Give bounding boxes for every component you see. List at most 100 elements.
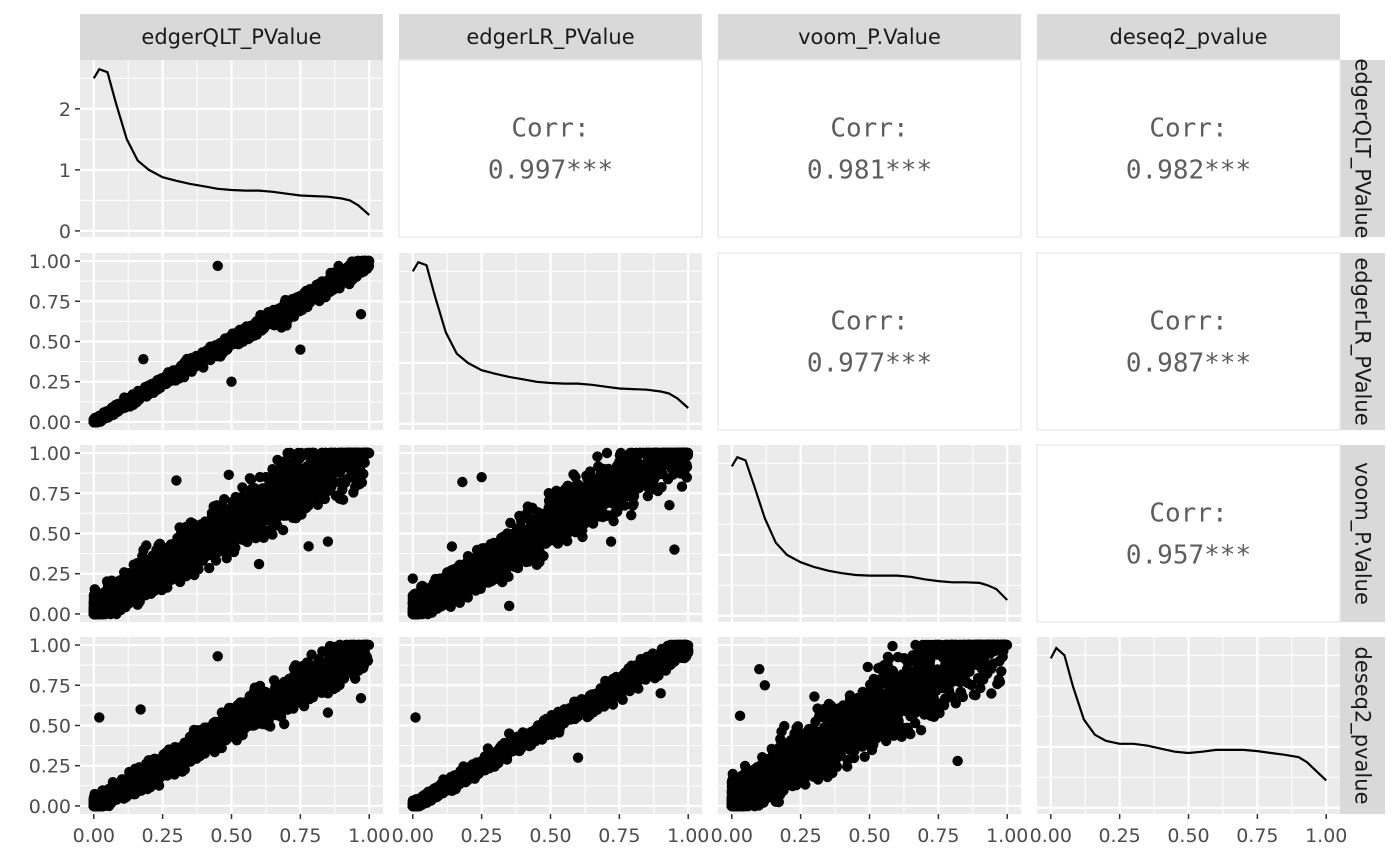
scatter-point xyxy=(200,354,212,365)
scatter-point xyxy=(194,523,205,534)
scatter-point xyxy=(180,521,192,533)
scatter-point xyxy=(93,412,104,424)
corr-panel xyxy=(717,252,1022,431)
scatter-point xyxy=(119,595,131,607)
scatter-point xyxy=(174,575,186,587)
column-strip xyxy=(1037,14,1340,60)
column-strip-label: edgerLR_PValue xyxy=(466,25,634,50)
column-strip xyxy=(399,14,702,60)
scatter-point xyxy=(189,569,200,581)
column-strip xyxy=(80,14,383,60)
scatter-point xyxy=(210,511,221,522)
scatter-point xyxy=(333,463,344,475)
scatter-point xyxy=(362,447,373,459)
row-strip xyxy=(1340,253,1385,430)
scatter-point xyxy=(285,483,297,494)
scatter-point xyxy=(142,384,153,396)
scatter-point xyxy=(132,599,143,610)
row-strip-label: edgerQLT_PValue xyxy=(1350,58,1375,238)
scatter-point xyxy=(223,469,234,480)
row-strip xyxy=(1340,60,1385,237)
corr-label: Corr: xyxy=(830,307,908,337)
density-line xyxy=(411,260,689,409)
scatter-point xyxy=(122,586,133,597)
scatter-point xyxy=(218,509,230,520)
scatter-point xyxy=(295,344,306,355)
scatter-point xyxy=(158,374,169,386)
scatter-point xyxy=(209,525,221,536)
corr-label: Corr: xyxy=(1149,114,1227,144)
corr-value: 0.982*** xyxy=(1126,156,1251,186)
scatter-point xyxy=(347,453,358,464)
corr-panel xyxy=(1036,252,1341,431)
scatter-point xyxy=(322,536,334,547)
column-strip-label: edgerQLT_PValue xyxy=(141,25,321,50)
scatter-point xyxy=(303,463,314,474)
scatter-point xyxy=(341,462,352,473)
scatter-point xyxy=(269,309,281,320)
scatter-point xyxy=(300,294,312,305)
scatter-point xyxy=(173,539,184,551)
scatter-point xyxy=(131,582,142,593)
scatter-point xyxy=(194,543,205,554)
scatter-point xyxy=(264,474,275,485)
scatter-point xyxy=(173,562,185,573)
scatter-point xyxy=(237,482,248,493)
scatter-point xyxy=(267,515,278,527)
corr-panel xyxy=(717,59,1022,238)
scatter-point xyxy=(111,577,122,588)
scatter-point xyxy=(212,260,223,272)
scatter-point xyxy=(217,337,228,349)
scatter-point xyxy=(166,552,177,563)
scatter-point xyxy=(133,572,144,583)
scatter-point xyxy=(332,490,343,502)
scatter-point xyxy=(120,396,131,408)
scatter-point xyxy=(128,395,139,407)
column-strip xyxy=(718,14,1021,60)
scatter-point xyxy=(300,481,312,492)
scatter-point xyxy=(242,509,254,520)
scatter-point xyxy=(147,582,159,593)
panel-grid xyxy=(399,445,702,622)
scatter-point xyxy=(202,535,213,546)
scatter-point xyxy=(226,376,237,387)
scatter-point xyxy=(231,333,243,345)
scatter-point xyxy=(312,499,323,510)
corr-panel xyxy=(1036,59,1341,238)
scatter-point xyxy=(282,447,293,459)
scatter-point xyxy=(256,497,268,508)
scatter-point xyxy=(348,487,359,498)
scatter-point xyxy=(360,255,371,267)
scatter-point xyxy=(285,306,297,317)
corr-label: Corr: xyxy=(1149,307,1227,337)
scatter-point xyxy=(295,447,307,459)
row-strip-label: voom_P.Value xyxy=(1350,462,1375,605)
scatter-point xyxy=(200,346,212,357)
scatter-point xyxy=(316,482,328,494)
row-strip xyxy=(1340,637,1385,814)
scatter-point xyxy=(322,454,333,465)
density-line xyxy=(92,67,370,216)
scatter-point xyxy=(249,483,261,494)
scatter-point xyxy=(181,364,193,376)
scatter-point xyxy=(221,553,232,564)
scatter-point xyxy=(242,521,253,533)
column-strip-label: voom_P.Value xyxy=(798,25,941,50)
scatter-point xyxy=(134,389,145,400)
scatter-point xyxy=(303,541,314,552)
scatter-point xyxy=(93,601,104,612)
row-strip xyxy=(1340,445,1385,622)
scatter-point xyxy=(319,493,330,505)
scatter-point xyxy=(274,489,285,501)
scatter-point xyxy=(311,289,322,300)
scatter-point xyxy=(171,475,182,486)
scatter-point xyxy=(277,475,289,487)
corr-value: 0.977*** xyxy=(807,349,932,379)
corr-label: Corr: xyxy=(830,114,908,144)
scatter-point xyxy=(309,447,320,459)
scatter-point xyxy=(245,474,257,485)
scatter-point xyxy=(138,544,149,556)
scatter-point xyxy=(340,475,352,486)
panel-grid xyxy=(80,253,383,430)
